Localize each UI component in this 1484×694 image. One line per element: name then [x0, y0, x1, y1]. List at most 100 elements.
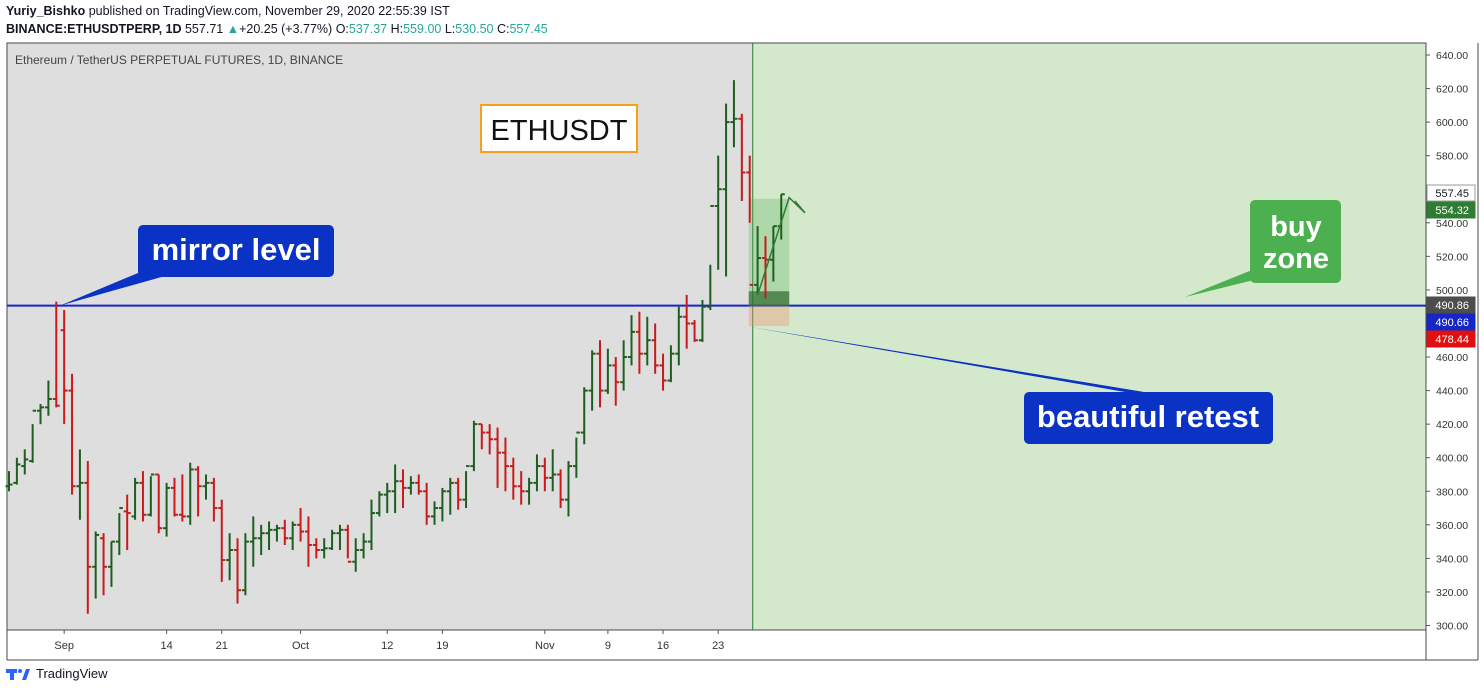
ohlc-bar[interactable] [60, 310, 68, 425]
brand-label[interactable]: TradingView [36, 666, 108, 681]
ohlc-bar[interactable] [667, 345, 675, 383]
ohlc-bar[interactable] [391, 464, 399, 514]
ohlc-bar[interactable] [517, 471, 525, 505]
ohlc-bar[interactable] [29, 409, 37, 463]
ohlc-bar[interactable] [100, 533, 108, 596]
ohlc-bar[interactable] [170, 477, 178, 517]
ohlc-bar[interactable] [234, 538, 242, 604]
ohlc-bar[interactable] [92, 531, 100, 599]
ohlc-bar[interactable] [533, 454, 541, 492]
ohlc-bar[interactable] [431, 501, 439, 525]
ohlc-bar[interactable] [541, 457, 549, 492]
ohlc-bar[interactable] [249, 516, 257, 567]
ohlc-bar[interactable] [651, 323, 659, 374]
ohlc-bar[interactable] [399, 469, 407, 509]
author-name[interactable]: Yuriy_Bishko [6, 4, 86, 18]
ohlc-bar[interactable] [438, 487, 446, 522]
ohlc-bar[interactable] [738, 113, 746, 201]
ohlc-bar[interactable] [13, 457, 21, 485]
ohlc-bar[interactable] [549, 449, 557, 492]
ohlc-bar[interactable] [407, 476, 415, 495]
ohlc-bar[interactable] [470, 420, 478, 472]
ohlc-bar[interactable] [509, 457, 517, 500]
ohlc-bar[interactable] [557, 469, 565, 509]
ohlc-bar[interactable] [501, 437, 509, 492]
ohlc-bar[interactable] [84, 461, 92, 614]
ohlc-bar[interactable] [383, 482, 391, 514]
ohlc-bar[interactable] [281, 519, 289, 545]
ohlc-bar[interactable] [360, 533, 368, 559]
ohlc-bar[interactable] [21, 449, 29, 475]
ohlc-bar[interactable] [147, 473, 155, 517]
ohlc-bar[interactable] [462, 465, 470, 509]
ohlc-bar[interactable] [289, 521, 297, 550]
ohlc-bar[interactable] [210, 477, 218, 522]
retest-callout[interactable] [1024, 392, 1273, 444]
ohlc-bar[interactable] [5, 471, 13, 492]
ohlc-bar[interactable] [415, 474, 423, 495]
ohlc-bar[interactable] [628, 315, 636, 366]
mirror-level-callout[interactable] [138, 225, 334, 277]
ohlc-bar[interactable] [218, 499, 226, 582]
ohlc-bar[interactable] [37, 404, 45, 425]
ohlc-bar[interactable] [297, 508, 305, 542]
ohlc-bar[interactable] [698, 299, 706, 342]
ohlc-bar[interactable] [635, 311, 643, 374]
ohlc-bar[interactable] [375, 491, 383, 517]
ohlc-bar[interactable] [139, 471, 147, 522]
ohlc-bar[interactable] [115, 507, 123, 556]
position-stop-zone[interactable] [748, 305, 790, 327]
ohlc-bar[interactable] [131, 477, 139, 520]
ohlc-bar[interactable] [344, 524, 352, 563]
ohlc-bar[interactable] [714, 155, 722, 270]
ohlc-bar[interactable] [155, 473, 163, 534]
ohlc-bar[interactable] [312, 538, 320, 559]
ohlc-bar[interactable] [454, 477, 462, 510]
ohlc-bar[interactable] [754, 226, 762, 294]
ohlc-bar[interactable] [423, 482, 431, 525]
ohlc-bar[interactable] [241, 533, 249, 596]
ohlc-bar[interactable] [730, 80, 738, 148]
ohlc-bar[interactable] [367, 499, 375, 550]
ohlc-bar[interactable] [620, 340, 628, 391]
ohlc-bar[interactable] [178, 474, 186, 522]
ohlc-bar[interactable] [572, 431, 580, 478]
ohlc-bar[interactable] [580, 387, 588, 445]
ohlc-bar[interactable] [706, 205, 714, 311]
ohlc-bar[interactable] [588, 350, 596, 411]
ohlc-bar[interactable] [659, 353, 667, 391]
ohlc-bar[interactable] [265, 521, 273, 550]
ohlc-bar[interactable] [186, 462, 194, 525]
ohlc-bar[interactable] [68, 373, 76, 495]
ohlc-bar[interactable] [336, 524, 344, 550]
ohlc-bar[interactable] [320, 538, 328, 559]
ohlc-bar[interactable] [163, 482, 171, 537]
ohlc-bar[interactable] [478, 423, 486, 450]
ohlc-bar[interactable] [675, 306, 683, 366]
ohlc-bar[interactable] [596, 340, 604, 408]
buy-zone-callout[interactable] [1250, 200, 1341, 283]
ohlc-bar[interactable] [273, 524, 281, 542]
ohlc-bar[interactable] [691, 320, 699, 342]
ohlc-bar[interactable] [328, 529, 336, 550]
ohlc-bar[interactable] [683, 294, 691, 349]
ohlc-bar[interactable] [525, 477, 533, 505]
ohlc-bar[interactable] [52, 301, 60, 408]
ohlc-bar[interactable] [486, 424, 494, 455]
ohlc-bar[interactable] [604, 348, 612, 394]
ohlc-bar[interactable] [769, 225, 777, 282]
ohlc-bar[interactable] [494, 427, 502, 488]
ohlc-bar[interactable] [123, 494, 131, 550]
ohlc-bar[interactable] [612, 357, 620, 406]
ohlc-bar[interactable] [564, 461, 572, 517]
ohlc-bar[interactable] [226, 533, 234, 581]
ohlc-bar[interactable] [202, 474, 210, 500]
ohlc-bar[interactable] [76, 449, 84, 520]
ohlc-bar[interactable] [304, 516, 312, 567]
ohlc-bar[interactable] [107, 540, 115, 587]
ohlc-bar[interactable] [446, 477, 454, 515]
ohlc-bar[interactable] [746, 155, 754, 286]
ohlc-bar[interactable] [257, 524, 265, 556]
ohlc-bar[interactable] [643, 316, 651, 366]
